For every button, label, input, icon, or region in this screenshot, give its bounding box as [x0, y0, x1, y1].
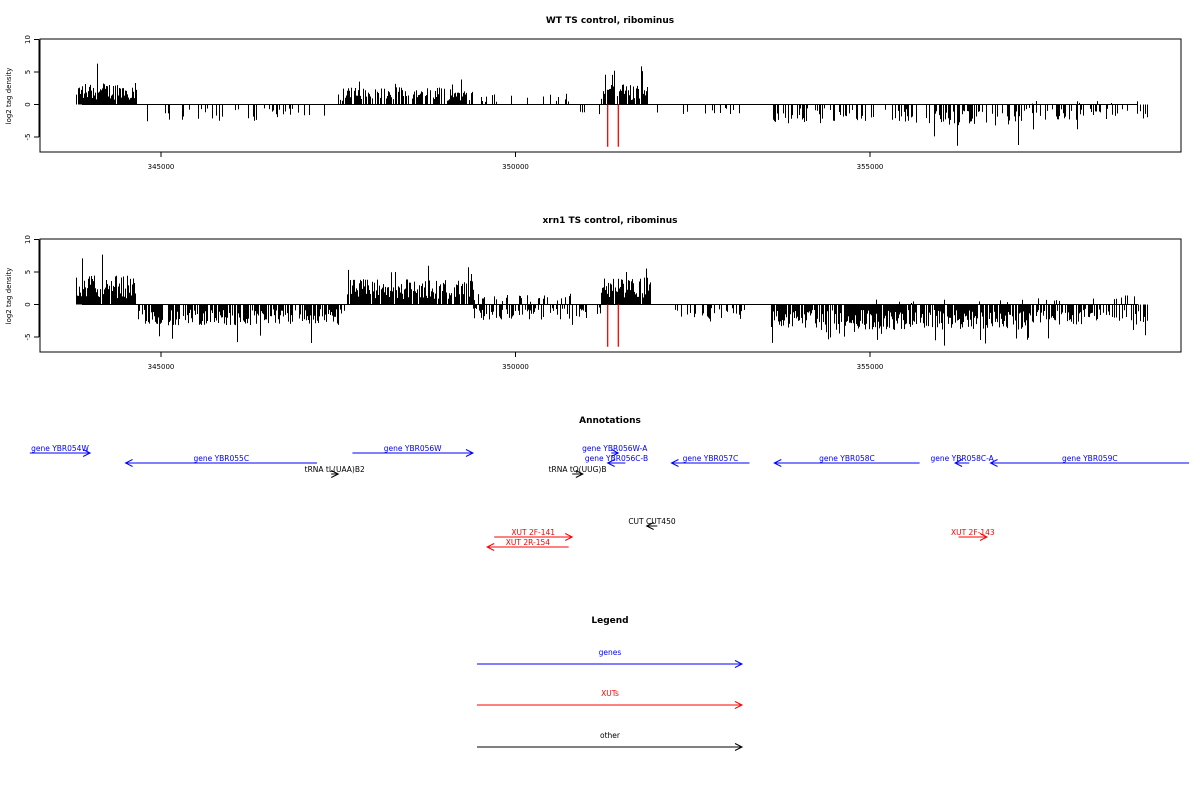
feature-label: tRNA tQ(UUG)B: [549, 465, 607, 474]
feature-label: gene YBR056W-A: [582, 444, 648, 453]
feature-gene: gene YBR054W: [29, 444, 92, 457]
legend-label: genes: [599, 648, 622, 657]
y-tick-label: 0: [24, 102, 32, 106]
feature-other: tRNA tQ(UUG)B: [549, 465, 607, 478]
x-axis: 345000 350000 355000: [148, 151, 884, 171]
feature-label: CUT CUT450: [628, 517, 676, 526]
highlight-marks: [607, 304, 619, 347]
y-tick-label: -5: [24, 334, 32, 341]
legend-item: other: [477, 731, 744, 751]
legend: Legend genes XUTs other: [477, 616, 744, 751]
annotation-features: gene YBR054W gene YBR055C tRNA tL(UAA)B2 ge…: [29, 444, 1190, 551]
panel-xrn1: xrn1 TS control, ribominus log2 tag dens…: [5, 216, 1182, 371]
feature-other: tRNA tL(UAA)B2: [305, 465, 365, 478]
feature-gene: gene YBR056W-A: [582, 444, 648, 457]
legend-label: other: [600, 731, 621, 740]
x-tick-label: 350000: [502, 363, 529, 371]
y-axis: -5 0 5 10: [24, 35, 40, 141]
y-axis-label: log2 tag density: [5, 68, 13, 125]
legend-item: genes: [477, 648, 744, 668]
legend-items: genes XUTs other: [477, 648, 744, 751]
feature-label: tRNA tL(UAA)B2: [305, 465, 365, 474]
panel-wt: WT TS control, ribominus log2 tag densit…: [5, 16, 1182, 171]
y-tick-label: 0: [24, 302, 32, 306]
panel-title: WT TS control, ribominus: [546, 16, 674, 26]
y-axis: -5 0 5 10: [24, 235, 40, 341]
legend-label: XUTs: [601, 689, 619, 698]
feature-label: XUT 2R-154: [506, 538, 551, 547]
annotations-title: Annotations: [579, 416, 641, 426]
feature-label: gene YBR054W: [31, 444, 89, 453]
feature-xut: XUT 2F-141: [494, 528, 574, 541]
x-tick-label: 345000: [148, 163, 175, 171]
feature-label: XUT 2F-143: [951, 528, 995, 537]
feature-gene: gene YBR058C-A: [931, 454, 995, 467]
x-tick-label: 355000: [857, 163, 884, 171]
y-tick-label: 10: [24, 235, 32, 244]
y-tick-label: 5: [24, 270, 32, 274]
x-tick-label: 355000: [857, 363, 884, 371]
feature-label: gene YBR056W: [384, 444, 442, 453]
highlight-marks: [607, 104, 619, 147]
legend-title: Legend: [591, 616, 628, 626]
feature-xut: XUT 2R-154: [486, 538, 569, 551]
density-bars: [76, 254, 1148, 346]
y-tick-label: -5: [24, 134, 32, 141]
feature-label: gene YBR058C: [819, 454, 875, 463]
feature-gene: gene YBR056C-B: [585, 454, 648, 467]
feature-label: gene YBR057C: [683, 454, 739, 463]
density-bars: [76, 63, 1148, 146]
feature-gene: gene YBR057C: [670, 454, 750, 467]
panel-title: xrn1 TS control, ribominus: [542, 216, 677, 226]
y-axis-label: log2 tag density: [5, 268, 13, 325]
feature-gene: gene YBR055C: [124, 454, 317, 467]
feature-label: gene YBR059C: [1062, 454, 1118, 463]
y-tick-label: 10: [24, 35, 32, 44]
feature-xut: XUT 2F-143: [951, 528, 995, 541]
x-tick-label: 345000: [148, 363, 175, 371]
feature-other: CUT CUT450: [628, 517, 676, 530]
feature-gene: gene YBR059C: [989, 454, 1190, 467]
legend-item: XUTs: [477, 689, 744, 709]
x-axis: 345000 350000 355000: [148, 351, 884, 371]
annotations-track: Annotations gene YBR054W gene YBR055C tRNA…: [29, 416, 1190, 551]
feature-label: gene YBR055C: [193, 454, 249, 463]
feature-gene: gene YBR058C: [773, 454, 920, 467]
y-tick-label: 5: [24, 70, 32, 74]
feature-label: XUT 2F-141: [511, 528, 555, 537]
feature-label: gene YBR056C-B: [585, 454, 648, 463]
x-tick-label: 350000: [502, 163, 529, 171]
feature-gene: gene YBR056W: [352, 444, 475, 457]
feature-label: gene YBR058C-A: [931, 454, 995, 463]
